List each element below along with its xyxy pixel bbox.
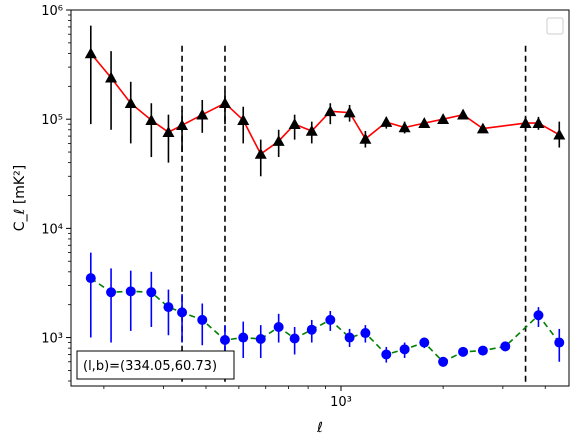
data-point — [197, 314, 208, 325]
data-point — [255, 333, 266, 344]
data-point — [85, 273, 96, 284]
series-line — [90, 52, 560, 156]
data-point — [238, 332, 249, 343]
annotation-text: (l,b)=(334.05,60.73) — [83, 359, 217, 374]
series-layer — [84, 25, 566, 367]
y-tick-label: 10³ — [41, 332, 63, 347]
data-point — [418, 117, 431, 128]
data-point — [306, 324, 317, 335]
data-point — [532, 117, 545, 128]
data-point — [177, 307, 188, 318]
data-point — [343, 106, 356, 118]
series-1 — [84, 25, 566, 177]
ticks-layer: 10³ 10⁴ 10⁵ 10⁶ 10³ — [41, 4, 546, 410]
data-point — [305, 124, 318, 136]
plot-frame — [70, 9, 570, 387]
data-point — [519, 117, 532, 128]
data-point — [145, 114, 158, 125]
data-point — [288, 118, 301, 129]
annotation-box: (l,b)=(334.05,60.73) — [76, 350, 235, 380]
data-point — [106, 287, 117, 298]
data-point — [272, 135, 285, 146]
data-point — [398, 121, 411, 133]
data-point — [533, 310, 544, 321]
data-point — [553, 128, 566, 140]
data-point — [360, 328, 371, 339]
data-point — [438, 356, 449, 367]
data-point — [344, 332, 355, 343]
data-point — [124, 97, 137, 109]
data-point — [105, 71, 118, 83]
data-point — [254, 147, 267, 159]
series-line — [90, 277, 560, 363]
data-point — [273, 321, 284, 332]
data-point — [554, 337, 565, 348]
data-point — [458, 346, 469, 357]
y-tick-label: 10⁶ — [41, 4, 63, 19]
data-point — [218, 97, 231, 109]
series-2 — [85, 252, 565, 367]
legend — [546, 17, 564, 35]
data-point — [419, 337, 430, 348]
y-axis-label: C_ℓ [mK²] — [12, 165, 28, 231]
y-tick-label: 10⁵ — [41, 113, 63, 128]
data-point — [289, 333, 300, 344]
data-point — [162, 126, 175, 137]
data-point — [437, 113, 450, 124]
x-axis-label: ℓ — [316, 420, 323, 436]
data-point — [500, 341, 511, 352]
data-point — [176, 119, 189, 131]
data-point — [219, 334, 230, 345]
data-point — [237, 114, 250, 125]
data-point — [359, 132, 372, 144]
data-point — [324, 105, 337, 117]
data-point — [146, 287, 157, 298]
data-point — [381, 349, 392, 360]
data-point — [125, 286, 136, 297]
x-tick-label: 10³ — [330, 395, 352, 410]
data-point — [196, 108, 209, 120]
data-point — [325, 314, 336, 325]
data-point — [163, 302, 174, 313]
data-point — [380, 116, 393, 127]
data-point — [477, 345, 488, 356]
data-point — [399, 344, 410, 355]
data-point — [84, 47, 97, 59]
data-point — [457, 108, 470, 120]
data-point — [476, 122, 489, 134]
y-tick-label: 10⁴ — [41, 222, 63, 237]
